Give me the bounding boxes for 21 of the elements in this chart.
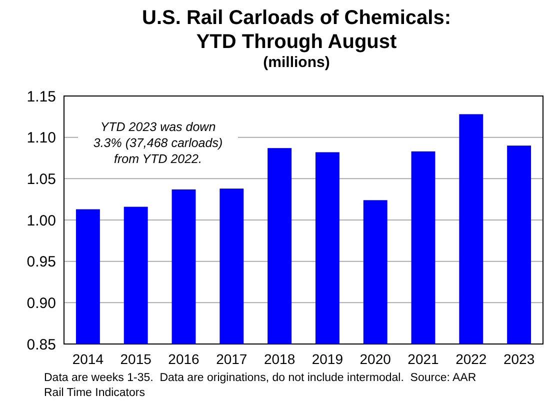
x-tick-label: 2022 (456, 351, 487, 367)
chart-subtitle: (millions) (263, 54, 330, 71)
y-tick-label: 1.00 (26, 212, 56, 230)
y-tick-label: 1.10 (26, 130, 56, 147)
y-tick-label: 1.05 (26, 170, 56, 188)
y-tick-label: 0.90 (26, 294, 56, 312)
y-tick-label: 0.85 (26, 336, 56, 354)
text: Data are weeks 1-35. Data are originations, do not include intermodal. Source: AAR Rail Time Indicators (44, 372, 476, 399)
x-tick-label: 2023 (503, 351, 535, 367)
x-tick-label: 2015 (120, 351, 152, 367)
x-tick-label: 2019 (312, 351, 344, 367)
x-tick-label: 2017 (216, 351, 248, 367)
chart-title: U.S. Rail Carloads of Chemicals: YTD Through August (142, 7, 451, 53)
x-tick-label: 2014 (72, 351, 104, 367)
y-tick-label: 1.15 (26, 88, 56, 106)
y-tick-label: 0.95 (26, 254, 56, 271)
x-tick-label: 2020 (360, 351, 392, 367)
x-tick-label: 2021 (408, 351, 440, 367)
x-tick-label: 2016 (168, 351, 200, 367)
x-tick-label: 2018 (264, 351, 296, 367)
annotation: YTD 2023 was down 3.3% (37,468 carloads) from YTD 2022. (93, 120, 223, 166)
